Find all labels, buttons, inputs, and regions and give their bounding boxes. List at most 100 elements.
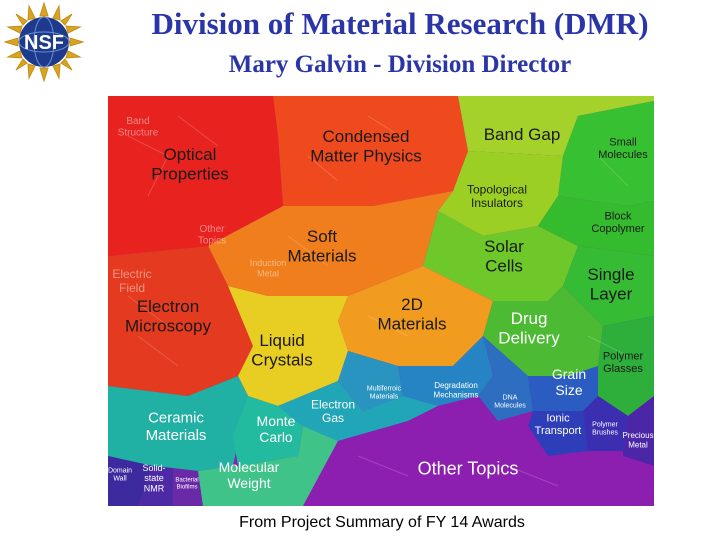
topic-label: Properties bbox=[151, 165, 228, 184]
topic-label: NMR bbox=[144, 484, 165, 494]
topic-label: Insulators bbox=[471, 196, 523, 210]
cell-solar-cells bbox=[423, 211, 578, 301]
topic-label: Delivery bbox=[498, 329, 560, 348]
topic-label: Bacterial bbox=[175, 478, 198, 484]
topic-label: Precious bbox=[622, 431, 653, 440]
faint-topic-label: Band bbox=[126, 116, 149, 127]
topic-label: Ionic bbox=[546, 413, 570, 425]
topic-label: Optical bbox=[164, 145, 217, 164]
faint-topic-label: Other bbox=[199, 224, 225, 235]
page-title: Division of Material Research (DMR) bbox=[151, 6, 649, 41]
cell-ionic-transport bbox=[528, 411, 588, 456]
topic-label: Molecules bbox=[598, 149, 648, 161]
topic-label: Carlo bbox=[259, 429, 293, 445]
cell-solid-state-nmr bbox=[138, 466, 173, 506]
topic-label: Gas bbox=[322, 411, 344, 425]
caption: From Project Summary of FY 14 Awards bbox=[239, 514, 525, 531]
cell-band-gap bbox=[458, 96, 654, 156]
topic-label: Biofilms bbox=[176, 485, 197, 491]
cell-single-layer bbox=[563, 246, 654, 326]
cell-soft-materials bbox=[208, 191, 453, 296]
topic-label: Electron bbox=[311, 397, 355, 411]
topic-label: Materials bbox=[370, 393, 399, 400]
topic-label: Microscopy bbox=[125, 317, 211, 336]
topic-label: Electron bbox=[137, 297, 199, 316]
cell-electron-gas bbox=[278, 381, 438, 441]
cell-multiferroic bbox=[338, 351, 403, 411]
topic-label: Materials bbox=[146, 427, 207, 444]
cell-small-molecules bbox=[558, 101, 654, 206]
topic-label: Topological bbox=[467, 182, 527, 196]
cell-optical-properties bbox=[108, 96, 283, 256]
topic-label: Multiferroic bbox=[367, 385, 402, 392]
nsf-logo: NSF bbox=[3, 1, 85, 83]
topic-label: Band Gap bbox=[484, 125, 561, 144]
topic-label: Small bbox=[609, 137, 637, 149]
topic-label: Mechanisms bbox=[434, 390, 479, 399]
topic-label: Materials bbox=[288, 247, 357, 266]
cell-electron-microscopy bbox=[108, 246, 253, 396]
faint-topic-label: Electric bbox=[112, 267, 151, 281]
cell-dna-molecules bbox=[478, 336, 533, 421]
cell-block-copolymer bbox=[538, 196, 654, 256]
topic-label: Cells bbox=[485, 257, 523, 276]
topic-label: Single bbox=[587, 265, 634, 284]
topic-label: Transport bbox=[535, 425, 582, 437]
cell-domain-wall bbox=[108, 456, 153, 506]
topic-label: Solid- bbox=[142, 463, 165, 473]
topic-label: Condensed bbox=[323, 127, 410, 146]
topic-label: Crystals bbox=[251, 351, 312, 370]
logo-text: NSF bbox=[24, 32, 64, 54]
faint-topic-label: Field bbox=[119, 281, 145, 295]
cell-degradation bbox=[398, 336, 493, 406]
faint-topic-label: Metal bbox=[257, 268, 279, 278]
cell-2d-materials bbox=[338, 266, 493, 366]
cell-precious-metal bbox=[623, 396, 654, 466]
topic-label: Solar bbox=[484, 237, 524, 256]
topic-label: Brushes bbox=[592, 429, 618, 436]
faint-topic-label: Induction bbox=[250, 258, 287, 268]
cell-liquid-crystals bbox=[228, 286, 348, 406]
topic-label: state bbox=[144, 473, 164, 483]
topic-label: Other Topics bbox=[418, 458, 519, 478]
topic-label: Metal bbox=[628, 440, 648, 449]
topic-label: Drug bbox=[511, 309, 548, 328]
topic-label: Layer bbox=[590, 285, 633, 304]
topic-label: Copolymer bbox=[591, 223, 645, 235]
topic-label: Molecules bbox=[494, 402, 526, 409]
topic-label: Degradation bbox=[434, 381, 478, 390]
topic-label: Matter Physics bbox=[310, 147, 421, 166]
topic-label: Polymer bbox=[592, 421, 618, 428]
cell-condensed-matter bbox=[273, 96, 468, 206]
cell-monte-carlo bbox=[233, 396, 303, 466]
topic-label: Domain bbox=[108, 467, 132, 474]
topic-label: Ceramic bbox=[148, 410, 204, 427]
topic-label: Molecular bbox=[219, 459, 280, 475]
topic-label: Liquid bbox=[259, 331, 304, 350]
topic-label: Monte bbox=[257, 413, 296, 429]
cell-grain-size bbox=[528, 366, 598, 411]
cell-topological-insulators bbox=[438, 151, 563, 236]
cell-molecular-weight bbox=[198, 426, 338, 506]
cell-drug-delivery bbox=[483, 286, 603, 376]
topic-label: Wall bbox=[113, 475, 127, 482]
faint-topic-label: Topics bbox=[198, 236, 226, 247]
topic-label: Weight bbox=[227, 475, 270, 491]
cell-polymer-glasses bbox=[598, 316, 654, 416]
topic-label: Materials bbox=[378, 315, 447, 334]
cell-ceramic bbox=[108, 376, 248, 471]
faint-topic-label: Structure bbox=[118, 128, 159, 139]
cell-polymer-brushes bbox=[583, 396, 628, 451]
topic-label: Polymer bbox=[603, 351, 644, 363]
topic-label: Soft bbox=[307, 227, 338, 246]
cell-bacterial-biofilms bbox=[173, 468, 203, 506]
topic-label: Block bbox=[605, 211, 632, 223]
topic-label: Glasses bbox=[603, 363, 643, 375]
topic-label: 2D bbox=[401, 295, 423, 314]
topic-label: Grain bbox=[552, 366, 586, 382]
page-subtitle: Mary Galvin - Division Director bbox=[228, 51, 572, 78]
topic-label: DNA bbox=[503, 394, 518, 401]
cell-other-topics bbox=[303, 396, 654, 506]
topic-label: Size bbox=[555, 382, 582, 398]
